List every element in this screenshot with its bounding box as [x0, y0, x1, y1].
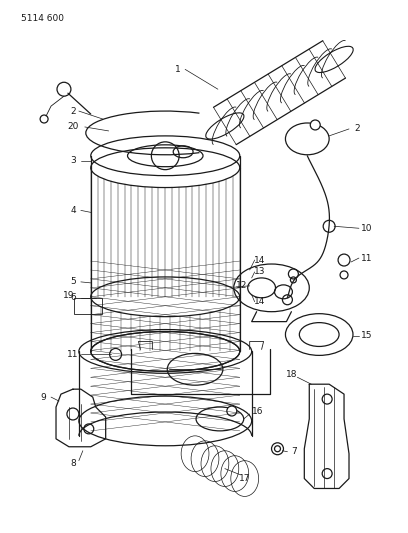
Circle shape	[227, 406, 237, 416]
Text: 2: 2	[70, 107, 76, 116]
Text: 2: 2	[354, 124, 360, 133]
Text: 15: 15	[361, 331, 373, 340]
Text: 18: 18	[286, 370, 297, 379]
Text: 12: 12	[236, 281, 247, 290]
Text: 20: 20	[67, 123, 79, 132]
Text: 11: 11	[67, 350, 79, 359]
Text: 8: 8	[70, 459, 76, 468]
Text: 5114 600: 5114 600	[21, 14, 64, 23]
Text: 13: 13	[254, 268, 265, 277]
Text: 5: 5	[70, 277, 76, 286]
Text: 3: 3	[70, 156, 76, 165]
Text: 19: 19	[63, 292, 75, 300]
Text: 4: 4	[70, 206, 76, 215]
Text: 9: 9	[40, 393, 46, 401]
Text: 7: 7	[291, 447, 297, 456]
Circle shape	[275, 446, 280, 452]
Circle shape	[310, 120, 320, 130]
Text: 17: 17	[239, 474, 251, 483]
Bar	[74, 298, 102, 314]
Text: 1: 1	[175, 65, 181, 74]
Text: 14: 14	[254, 297, 265, 306]
Text: 16: 16	[252, 407, 264, 416]
Text: 14: 14	[254, 255, 265, 264]
Text: 10: 10	[361, 224, 373, 233]
Text: 11: 11	[361, 254, 373, 263]
Text: 6: 6	[70, 293, 76, 302]
